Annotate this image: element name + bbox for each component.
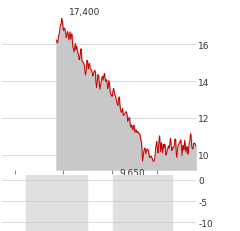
Text: 17,400: 17,400 — [69, 8, 101, 17]
Bar — [113, 176, 172, 231]
Text: 9,650: 9,650 — [119, 168, 145, 177]
Bar — [26, 176, 87, 231]
